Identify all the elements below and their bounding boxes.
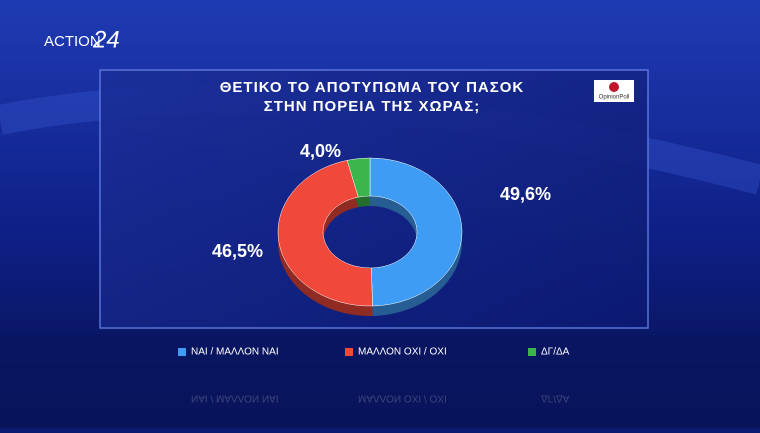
value-label: 4,0% — [300, 141, 341, 161]
slice — [277, 160, 373, 307]
legend-swatch — [528, 348, 536, 356]
slice — [346, 157, 371, 198]
channel-logo-number: 24 — [92, 26, 120, 53]
legend-label: ΜΑΛΛΟΝ ΟΧΙ / ΟΧΙ — [358, 347, 447, 358]
legend-swatch — [178, 348, 186, 356]
channel-logo: ACTION — [44, 33, 101, 50]
chart-title: ΘΕΤΙΚΟ ΤΟ ΑΠΟΤΥΠΩΜΑ ΤΟΥ ΠΑΣΟΚ — [220, 79, 525, 96]
donut: 49,6% 46,5% 4,0% — [212, 141, 551, 317]
legend-reflection: ΜΑΛΛΟΝ ΟΧΙ / ΟΧΙ — [358, 392, 447, 403]
pollster-logo-mark — [609, 82, 619, 92]
floor — [0, 335, 760, 428]
value-label: 46,5% — [212, 241, 263, 261]
slice — [369, 157, 463, 307]
legend-reflection: ΝΑΙ / ΜΑΛΛΟΝ ΝΑΙ — [191, 392, 279, 403]
legend-label: ΝΑΙ / ΜΑΛΛΟΝ ΝΑΙ — [191, 347, 279, 358]
legend-label: ΔΓ/ΔΑ — [541, 347, 570, 358]
legend: ΝΑΙ / ΜΑΛΛΟΝ ΝΑΙ ΝΑΙ / ΜΑΛΛΟΝ ΝΑΙ ΜΑΛΛΟΝ Ο… — [178, 347, 570, 403]
value-label: 49,6% — [500, 184, 551, 204]
legend-swatch — [345, 348, 353, 356]
legend-reflection: ΔΓ/ΔΑ — [541, 392, 570, 403]
chart-title: ΣΤΗΝ ΠΟΡΕΙΑ ΤΗΣ ΧΩΡΑΣ; — [264, 98, 481, 115]
pollster-name: OpinionPoll — [599, 95, 630, 101]
